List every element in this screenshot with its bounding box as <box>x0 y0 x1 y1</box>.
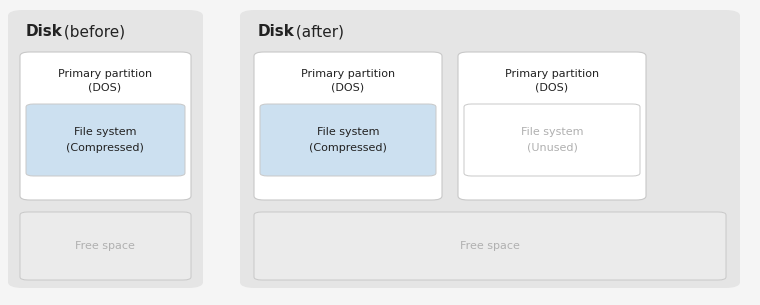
Text: File system: File system <box>521 127 583 137</box>
Text: (after): (after) <box>291 24 344 40</box>
Text: (DOS): (DOS) <box>536 83 568 93</box>
Text: Disk: Disk <box>26 24 63 40</box>
Text: Primary partition: Primary partition <box>58 69 152 79</box>
FancyBboxPatch shape <box>254 212 726 280</box>
Text: (Compressed): (Compressed) <box>66 143 144 153</box>
Text: (before): (before) <box>59 24 125 40</box>
FancyBboxPatch shape <box>20 52 191 200</box>
Text: (DOS): (DOS) <box>331 83 365 93</box>
FancyBboxPatch shape <box>240 10 740 288</box>
FancyBboxPatch shape <box>26 104 185 176</box>
Text: Free space: Free space <box>460 241 520 251</box>
FancyBboxPatch shape <box>8 10 203 288</box>
Text: (DOS): (DOS) <box>88 83 122 93</box>
Text: (Compressed): (Compressed) <box>309 143 387 153</box>
FancyBboxPatch shape <box>20 212 191 280</box>
Text: File system: File system <box>74 127 136 137</box>
FancyBboxPatch shape <box>260 104 436 176</box>
Text: Primary partition: Primary partition <box>301 69 395 79</box>
Text: (Unused): (Unused) <box>527 143 578 153</box>
FancyBboxPatch shape <box>458 52 646 200</box>
Text: Free space: Free space <box>75 241 135 251</box>
Text: File system: File system <box>317 127 379 137</box>
Text: Primary partition: Primary partition <box>505 69 599 79</box>
FancyBboxPatch shape <box>254 52 442 200</box>
FancyBboxPatch shape <box>464 104 640 176</box>
Text: Disk: Disk <box>258 24 295 40</box>
